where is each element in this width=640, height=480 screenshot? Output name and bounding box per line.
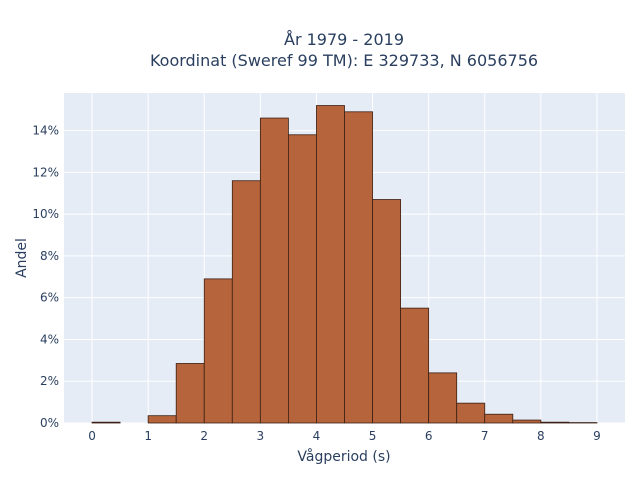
- histogram-bars: [91, 105, 598, 424]
- chart-title-line-2: Koordinat (Sweref 99 TM): E 329733, N 60…: [150, 51, 538, 70]
- x-tick-label: 8: [537, 429, 545, 443]
- x-tick-label: 4: [313, 429, 321, 443]
- histogram-bar: [344, 111, 373, 424]
- histogram-bar: [400, 307, 430, 424]
- histogram-bar: [175, 363, 205, 424]
- y-axis-ticks: 0% 2% 4% 6% 8% 10% 12% 14%: [32, 124, 59, 430]
- y-tick-label: 4%: [40, 332, 59, 346]
- histogram-bar: [91, 421, 121, 424]
- y-tick-label: 2%: [40, 374, 59, 388]
- histogram-bar: [456, 402, 486, 424]
- y-tick-label: 0%: [40, 416, 59, 430]
- histogram-bar: [147, 415, 177, 424]
- histogram-bar: [484, 413, 514, 424]
- y-tick-label: 12%: [32, 165, 59, 179]
- histogram-bar: [287, 134, 317, 424]
- x-tick-label: 3: [257, 429, 265, 443]
- y-axis-label: Andel: [14, 238, 30, 278]
- x-tick-label: 1: [144, 429, 152, 443]
- histogram-bar: [316, 105, 345, 424]
- histogram-bar: [259, 117, 289, 424]
- x-tick-label: 2: [200, 429, 208, 443]
- x-axis-ticks: 0 1 2 3 4 5 6 7 8 9: [88, 429, 601, 443]
- histogram-bar: [203, 278, 233, 424]
- y-tick-label: 10%: [32, 207, 59, 221]
- histogram-bar: [512, 419, 542, 424]
- y-tick-label: 14%: [32, 124, 59, 138]
- histogram-bar: [540, 421, 570, 424]
- x-tick-label: 7: [481, 429, 489, 443]
- histogram-bar: [428, 372, 458, 424]
- y-tick-label: 6%: [40, 291, 59, 305]
- x-tick-label: 6: [425, 429, 433, 443]
- histogram-bar: [231, 180, 261, 424]
- histogram-bar: [372, 199, 401, 424]
- chart-title-line-1: År 1979 - 2019: [284, 30, 404, 49]
- x-tick-label: 5: [369, 429, 377, 443]
- x-axis-label: Vågperiod (s): [297, 448, 390, 465]
- x-tick-label: 9: [593, 429, 601, 443]
- x-tick-label: 0: [88, 429, 96, 443]
- y-tick-label: 8%: [40, 249, 59, 263]
